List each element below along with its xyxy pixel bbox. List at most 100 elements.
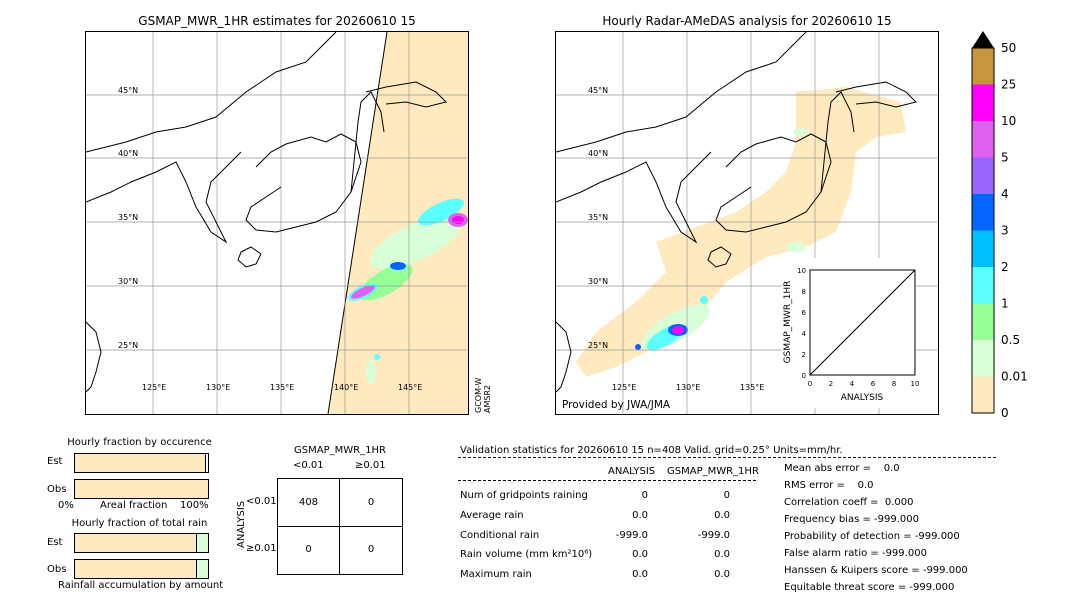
contingency-title: GSMAP_MWR_1HR xyxy=(294,445,386,456)
colorbar-label: 4 xyxy=(1001,187,1009,201)
data-credit: Provided by JWA/JMA xyxy=(562,399,671,411)
axis-right: 100% xyxy=(180,500,209,511)
right-map-title: Hourly Radar-AMeDAS analysis for 2026061… xyxy=(602,14,892,28)
colorbar-label: 1 xyxy=(1001,297,1009,311)
stat-analysis: 0.0 xyxy=(632,510,648,521)
table-divider xyxy=(458,480,756,481)
col-analysis: ANALYSIS xyxy=(608,466,656,477)
inset-x-tick: 2 xyxy=(829,380,833,388)
colorbar-segment xyxy=(972,157,994,194)
stat-gsmap: 0.0 xyxy=(714,510,730,521)
colorbar-labels: 50 25 10 5 4 3 2 1 0.5 0.01 0 xyxy=(1001,41,1028,418)
inset-x-tick: 0 xyxy=(808,380,812,388)
stat-gsmap: 0.0 xyxy=(714,569,730,580)
inset-y-tick: 4 xyxy=(802,330,807,338)
scatter-inset: 0 2 4 6 8 10 0 2 4 6 8 10 ANALYSIS GSMAP… xyxy=(783,267,920,403)
right-coastline xyxy=(556,32,917,393)
score-line: Hanssen & Kuipers score = -999.000 xyxy=(784,565,968,576)
score-line: Equitable threat score = -999.000 xyxy=(784,582,955,593)
validation-divider xyxy=(458,457,996,458)
colorbar-extend-arrow xyxy=(972,31,994,48)
contingency-col-label: ≥0.01 xyxy=(355,460,386,471)
est-label: Est xyxy=(47,537,63,548)
inset-ylabel: GSMAP_MWR_1HR xyxy=(783,281,793,364)
left-lon-label: 135°E xyxy=(270,383,294,392)
right-lat-label: 30°N xyxy=(588,277,608,286)
score-line: Mean abs error = 0.0 xyxy=(784,463,900,474)
contingency-cell: 0 xyxy=(305,544,312,555)
accumulation-footer: Rainfall accumulation by amount xyxy=(58,580,224,591)
colorbar-label: 3 xyxy=(1001,224,1009,238)
stat-analysis: 0.0 xyxy=(632,569,648,580)
colorbar-segment xyxy=(972,84,994,121)
colorbar-segment xyxy=(972,194,994,231)
contingency-cell: 408 xyxy=(298,497,319,508)
score-line: RMS error = 0.0 xyxy=(784,480,874,491)
colorbar-segment xyxy=(972,376,994,413)
contingency-col-label: <0.01 xyxy=(293,460,324,471)
right-lon-label: 125°E xyxy=(612,383,636,392)
colorbar-label: 2 xyxy=(1001,260,1009,274)
stat-gsmap: 0.0 xyxy=(714,549,730,560)
left-lat-label: 35°N xyxy=(118,213,138,222)
colorbar-label: 25 xyxy=(1001,78,1016,92)
contingency-row-label: <0.01 xyxy=(246,496,277,507)
total-obs-bar xyxy=(74,559,209,579)
left-graticule xyxy=(86,32,468,414)
total-est-bar xyxy=(74,533,209,553)
left-map: 45°N 40°N 35°N 30°N 25°N 125°E 130°E 135… xyxy=(85,31,469,415)
inset-y-tick: 10 xyxy=(797,267,806,275)
inset-xlabel: ANALYSIS xyxy=(841,393,884,403)
stat-label: Maximum rain xyxy=(460,569,532,580)
inset-x-tick: 6 xyxy=(871,380,876,388)
left-map-canvas: 45°N 40°N 35°N 30°N 25°N 125°E 130°E 135… xyxy=(86,32,468,414)
left-lon-label: 145°E xyxy=(398,383,422,392)
colorbar-label: 0 xyxy=(1001,406,1009,418)
left-lat-label: 25°N xyxy=(118,341,138,350)
contingency-grid: 408 0 0 0 xyxy=(277,478,403,575)
contingency-row-label: ≥0.01 xyxy=(246,543,277,554)
inset-y-tick: 0 xyxy=(802,372,806,380)
occurence-obs-bar xyxy=(74,479,209,499)
one-to-one-line xyxy=(809,269,916,376)
colorbar-segment xyxy=(972,340,994,377)
inset-x-tick: 8 xyxy=(892,380,896,388)
inset-x-tick: 10 xyxy=(911,380,920,388)
left-lon-label: 125°E xyxy=(142,383,166,392)
right-lat-label: 25°N xyxy=(588,341,608,350)
left-swath-coverage xyxy=(328,32,468,414)
stat-gsmap: 0 xyxy=(723,490,730,501)
axis-left: 0% xyxy=(58,500,74,511)
right-map: 45°N 40°N 35°N 30°N 25°N 125°E 130°E 135… xyxy=(555,31,939,415)
colorbar-segment xyxy=(972,267,994,304)
colorbar-label: 0.5 xyxy=(1001,333,1020,347)
right-rain-field xyxy=(635,128,809,350)
right-lat-label: 45°N xyxy=(588,86,608,95)
colorbar-segment xyxy=(972,230,994,267)
inset-y-tick: 8 xyxy=(802,288,806,296)
obs-label: Obs xyxy=(47,564,67,575)
stat-analysis: -999.0 xyxy=(615,530,648,541)
left-lat-label: 45°N xyxy=(118,86,138,95)
colorbar-segment xyxy=(972,303,994,340)
occurence-title: Hourly fraction by occurence xyxy=(67,437,212,448)
total-title: Hourly fraction of total rain xyxy=(71,518,208,529)
stat-label: Num of gridpoints raining xyxy=(460,490,588,501)
inset-y-tick: 2 xyxy=(802,351,806,359)
score-line: False alarm ratio = -999.000 xyxy=(784,548,927,559)
left-lon-label: 140°E xyxy=(334,383,358,392)
stat-gsmap: -999.0 xyxy=(697,530,730,541)
colorbar-segment xyxy=(972,48,994,85)
colorbar-label: 0.01 xyxy=(1001,370,1028,384)
colorbar-label: 50 xyxy=(1001,41,1016,55)
colorbar-label: 10 xyxy=(1001,114,1016,128)
col-gsmap: GSMAP_MWR_1HR xyxy=(667,466,759,477)
stat-analysis: 0 xyxy=(641,490,648,501)
left-coastline xyxy=(86,32,447,393)
contingency-row-axis: ANALYSIS xyxy=(236,500,247,548)
right-lat-label: 35°N xyxy=(588,213,608,222)
score-line: Correlation coeff = 0.000 xyxy=(784,497,914,508)
colorbar-label: 5 xyxy=(1001,151,1009,165)
score-line: Probability of detection = -999.000 xyxy=(784,531,960,542)
right-lon-label: 135°E xyxy=(740,383,764,392)
